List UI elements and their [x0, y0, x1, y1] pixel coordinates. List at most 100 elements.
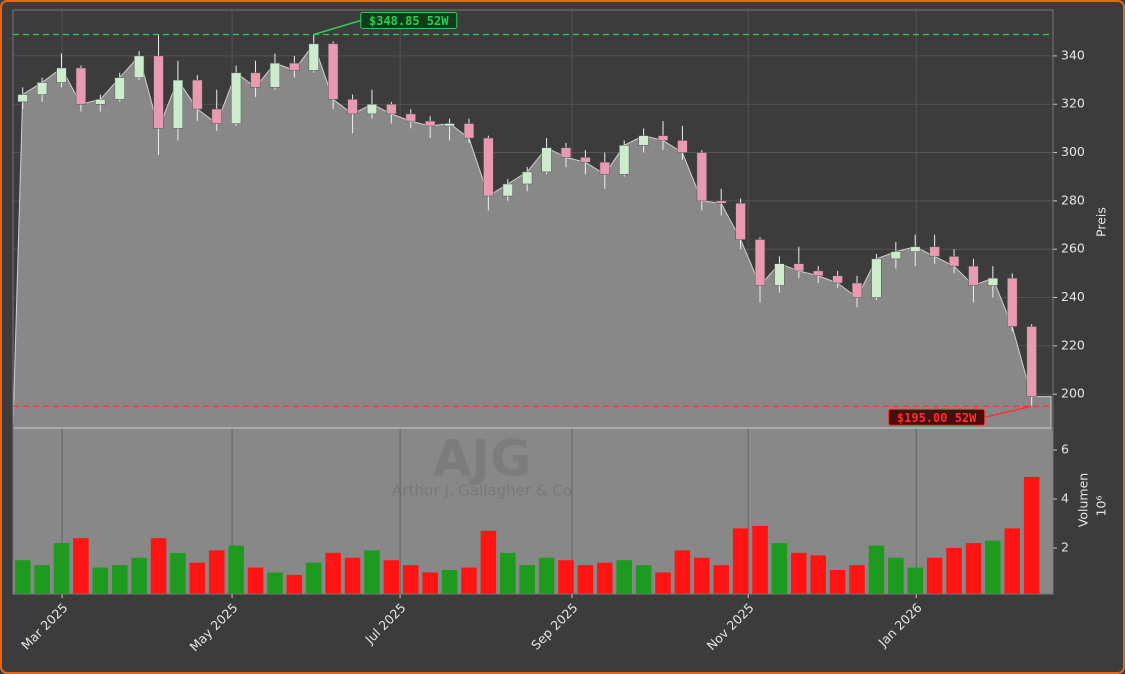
volume-bar	[73, 538, 89, 594]
y-tick-label: 220	[1061, 337, 1085, 352]
candle-body	[716, 200, 727, 204]
candle-body	[910, 246, 921, 252]
candle-body	[308, 43, 319, 71]
volume-bar	[538, 557, 555, 594]
candle-body	[657, 135, 669, 141]
volume-bar	[344, 557, 361, 594]
candle-body	[75, 67, 87, 105]
volume-bar	[131, 557, 147, 594]
candle-body	[95, 99, 106, 105]
candle-body	[502, 183, 513, 197]
volume-bar	[868, 545, 885, 594]
candle-body	[211, 108, 222, 124]
volume-bar	[655, 572, 671, 594]
volume-bar	[732, 528, 749, 594]
volume-bar	[849, 565, 865, 594]
volume-bar	[228, 545, 244, 594]
candle-body	[134, 55, 145, 78]
candle-body	[405, 113, 416, 122]
volume-bar	[965, 543, 982, 594]
volume-bar	[480, 530, 497, 594]
volume-bar	[189, 562, 206, 594]
candle-body	[813, 270, 824, 277]
candle-body	[153, 55, 164, 129]
volume-bar	[150, 538, 167, 594]
volume-bar	[325, 552, 341, 594]
candle-body	[774, 263, 785, 286]
candle-body	[1007, 277, 1018, 327]
volume-bar	[305, 562, 322, 594]
y-tick-label: 240	[1061, 289, 1085, 304]
volume-bar	[635, 565, 652, 594]
candle-body	[522, 171, 533, 185]
volume-bar	[694, 557, 710, 594]
candle-body	[871, 258, 882, 298]
volume-bar	[597, 562, 613, 594]
volume-bar	[247, 567, 264, 594]
candle-body	[172, 79, 184, 129]
candle-body	[1026, 326, 1037, 397]
volume-bar	[907, 567, 923, 594]
volume-bar	[500, 552, 516, 594]
candle-body	[328, 43, 339, 100]
candle-body	[56, 67, 67, 83]
volume-bar	[422, 572, 438, 594]
candle-body	[793, 263, 804, 272]
volume-bar	[713, 565, 729, 594]
volume-bar	[461, 567, 477, 594]
candle-body	[114, 77, 125, 100]
candle-body	[463, 123, 475, 139]
candle-body	[929, 246, 940, 257]
volume-bar	[441, 570, 458, 594]
volume-bar	[888, 557, 904, 594]
candle-body	[735, 203, 746, 240]
candle-body	[851, 282, 863, 298]
candle-body	[580, 157, 591, 163]
candle-body	[948, 256, 960, 267]
volume-bar	[34, 565, 50, 594]
volume-bar	[170, 552, 186, 594]
volume-bar	[946, 547, 962, 594]
annotation-box	[360, 12, 458, 30]
candle-body	[619, 145, 630, 175]
candle-body	[231, 72, 242, 124]
volume-bar	[364, 550, 380, 594]
volume-bar	[810, 555, 826, 594]
volume-bar	[383, 560, 400, 594]
candle-body	[37, 82, 48, 95]
candle-body	[483, 137, 494, 197]
volume-bar	[403, 565, 419, 594]
volume-axis-label: Volumen	[1076, 473, 1091, 527]
y-tick-label: 300	[1061, 144, 1085, 159]
volume-bar	[14, 560, 31, 594]
candle-body	[541, 147, 552, 173]
annotation-box	[888, 408, 986, 426]
y-tick-label: 320	[1061, 96, 1085, 111]
candle-body	[696, 152, 707, 202]
candle-body	[832, 275, 843, 284]
volume-bar	[771, 543, 788, 594]
volume-bar	[791, 552, 807, 594]
volume-bar	[985, 540, 1001, 594]
candle-body	[987, 277, 998, 286]
y-tick-label: 4	[1061, 491, 1069, 506]
ticker-watermark: AJG	[433, 430, 531, 488]
candle-body	[599, 161, 610, 175]
volume-bar	[92, 567, 109, 594]
volume-bar	[286, 574, 303, 594]
candle-body	[638, 135, 649, 146]
candle-body	[754, 239, 766, 286]
volume-bar	[829, 570, 846, 594]
company-watermark: Arthur J. Gallagher & Co	[392, 482, 572, 500]
volume-bar	[674, 550, 691, 594]
volume-bar	[752, 525, 768, 594]
candle-body	[890, 251, 901, 260]
y-axis-label: Preis	[1094, 207, 1109, 237]
candle-body	[347, 99, 358, 115]
annotation-label: $348.85 52W	[369, 14, 449, 28]
y-tick-label: 2	[1061, 539, 1069, 554]
volume-bar	[53, 543, 70, 594]
y-tick-label: 200	[1061, 386, 1085, 401]
y-tick-label: 260	[1061, 241, 1085, 256]
